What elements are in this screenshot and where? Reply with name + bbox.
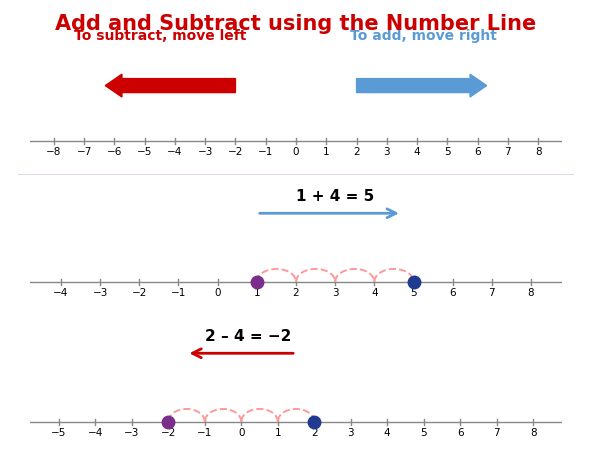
Text: −2: −2 (160, 428, 176, 438)
Text: 3: 3 (332, 288, 339, 298)
Text: 0: 0 (238, 428, 244, 438)
Text: 7: 7 (493, 428, 500, 438)
Text: 0: 0 (293, 147, 299, 157)
FancyBboxPatch shape (4, 17, 588, 167)
Text: −5: −5 (137, 147, 152, 157)
Text: 1: 1 (253, 288, 260, 298)
FancyArrow shape (105, 74, 236, 97)
Text: 4: 4 (371, 288, 378, 298)
Text: 8: 8 (535, 147, 542, 157)
Text: −3: −3 (92, 288, 108, 298)
Text: −5: −5 (51, 428, 66, 438)
Text: 5: 5 (420, 428, 427, 438)
FancyBboxPatch shape (4, 173, 588, 304)
Text: 2 – 4 = −2: 2 – 4 = −2 (205, 329, 292, 344)
Text: −1: −1 (197, 428, 213, 438)
FancyArrow shape (356, 74, 487, 97)
Text: 4: 4 (414, 147, 420, 157)
Text: 7: 7 (488, 288, 495, 298)
Text: 1: 1 (275, 428, 281, 438)
Text: −2: −2 (228, 147, 243, 157)
Text: −4: −4 (88, 428, 103, 438)
Text: 2: 2 (311, 428, 317, 438)
FancyBboxPatch shape (4, 311, 588, 447)
Text: 8: 8 (530, 428, 536, 438)
Text: −1: −1 (258, 147, 274, 157)
Text: −8: −8 (46, 147, 62, 157)
Text: −4: −4 (53, 288, 69, 298)
Text: 2: 2 (292, 288, 300, 298)
Text: −4: −4 (167, 147, 182, 157)
Text: 6: 6 (449, 288, 456, 298)
Text: −2: −2 (131, 288, 147, 298)
Text: −6: −6 (107, 147, 122, 157)
Text: To subtract, move left: To subtract, move left (73, 29, 246, 43)
Text: 4: 4 (384, 428, 391, 438)
Text: To add, move right: To add, move right (350, 29, 497, 43)
Text: −3: −3 (124, 428, 140, 438)
Text: 8: 8 (527, 288, 535, 298)
Text: −3: −3 (198, 147, 213, 157)
Text: 6: 6 (474, 147, 481, 157)
Text: 5: 5 (444, 147, 451, 157)
Text: 6: 6 (457, 428, 464, 438)
Text: 1 + 4 = 5: 1 + 4 = 5 (296, 189, 374, 204)
Text: 0: 0 (214, 288, 221, 298)
Text: 1: 1 (323, 147, 330, 157)
Text: 7: 7 (504, 147, 511, 157)
Text: Add and Subtract using the Number Line: Add and Subtract using the Number Line (56, 14, 536, 34)
Text: −1: −1 (170, 288, 186, 298)
Text: 3: 3 (384, 147, 390, 157)
Text: 2: 2 (353, 147, 360, 157)
Text: 3: 3 (348, 428, 354, 438)
Text: 5: 5 (410, 288, 417, 298)
Text: −7: −7 (76, 147, 92, 157)
